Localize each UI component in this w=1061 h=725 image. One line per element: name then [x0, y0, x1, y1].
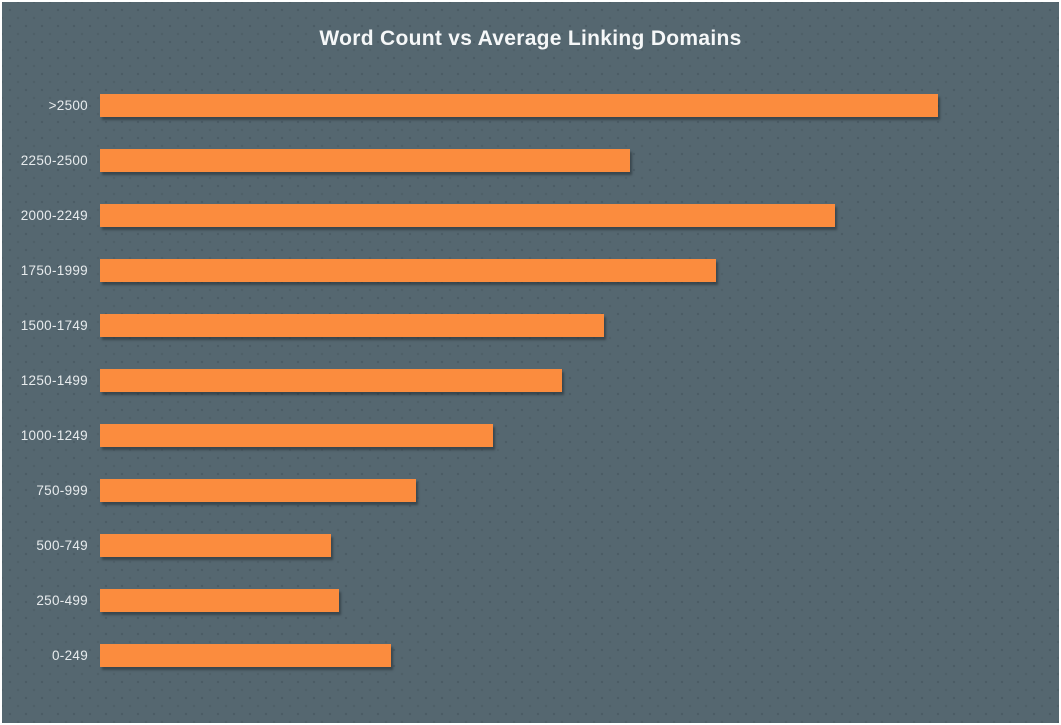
category-label: 1750-1999	[20, 263, 88, 278]
chart-row: 2250-2500	[2, 133, 1059, 188]
bar-track	[100, 534, 955, 557]
bar	[100, 259, 716, 282]
bar	[100, 589, 340, 612]
bar-rows: >2500 2250-2500 2000-2249 1750-1999 1500…	[2, 78, 1059, 683]
bar	[100, 534, 331, 557]
category-label: >2500	[48, 98, 88, 113]
category-label: 250-499	[36, 593, 88, 608]
bar-track	[100, 94, 955, 117]
bar-track	[100, 644, 955, 667]
category-label: 0-249	[51, 648, 88, 663]
category-label: 1250-1499	[20, 373, 88, 388]
chart-row: 500-749	[2, 518, 1059, 573]
category-label: 750-999	[36, 483, 88, 498]
bar	[100, 369, 562, 392]
bar-track	[100, 479, 955, 502]
bar	[100, 149, 631, 172]
chart-row: 0-249	[2, 628, 1059, 683]
category-label: 500-749	[36, 538, 88, 553]
bar	[100, 204, 836, 227]
chart-row: 1000-1249	[2, 408, 1059, 463]
chart-row: 750-999	[2, 463, 1059, 518]
bar	[100, 644, 391, 667]
category-label: 1000-1249	[20, 428, 88, 443]
bar-track	[100, 149, 955, 172]
category-label: 2250-2500	[20, 153, 88, 168]
bar	[100, 314, 605, 337]
chart-row: 1750-1999	[2, 243, 1059, 298]
category-label: 1500-1749	[20, 318, 88, 333]
chart-row: 1500-1749	[2, 298, 1059, 353]
chart-row: >2500	[2, 78, 1059, 133]
bar-track	[100, 259, 955, 282]
category-label: 2000-2249	[20, 208, 88, 223]
chart-title: Word Count vs Average Linking Domains	[319, 27, 742, 50]
bar-track	[100, 204, 955, 227]
chart-row: 1250-1499	[2, 353, 1059, 408]
chart-row: 2000-2249	[2, 188, 1059, 243]
bar-track	[100, 424, 955, 447]
bar-track	[100, 369, 955, 392]
chart-row: 250-499	[2, 573, 1059, 628]
bar-track	[100, 589, 955, 612]
bar	[100, 424, 494, 447]
bar	[100, 479, 417, 502]
bar-track	[100, 314, 955, 337]
bar	[100, 94, 938, 117]
